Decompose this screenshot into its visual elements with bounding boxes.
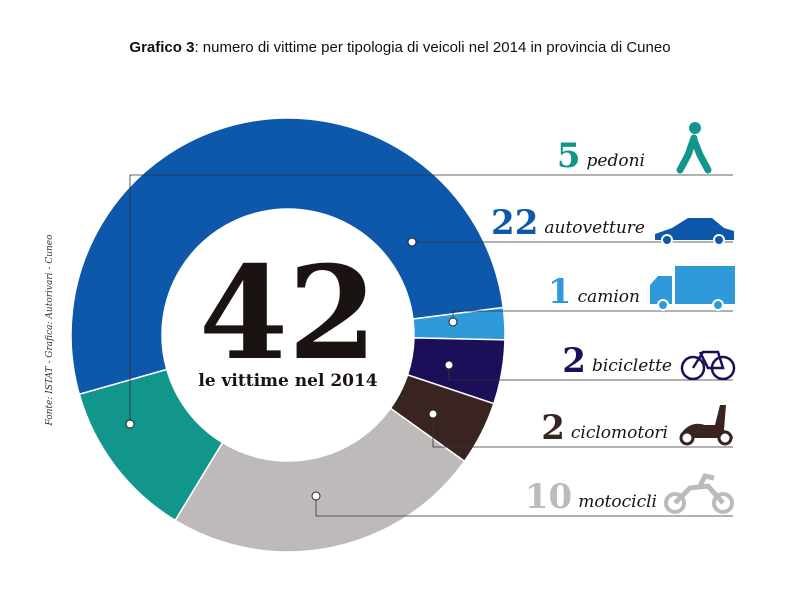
leader-line	[432, 414, 733, 448]
icon-part	[691, 350, 725, 370]
legend-label: biciclette	[592, 356, 672, 376]
leader-dot	[407, 237, 417, 247]
legend-value: 5	[557, 136, 581, 176]
icon-part	[650, 276, 672, 304]
icon-part	[689, 122, 701, 134]
legend-icon	[650, 266, 735, 311]
leader-line	[315, 496, 733, 517]
icon-part	[673, 473, 725, 505]
donut-hole	[162, 209, 414, 461]
legend-icon	[655, 218, 734, 246]
legend-icon	[676, 122, 712, 174]
legend-value: 2	[541, 408, 565, 448]
leader-dot	[428, 409, 438, 419]
leader-dot	[311, 491, 321, 501]
legend-icon	[664, 473, 734, 514]
icon-part	[680, 355, 706, 381]
leader-dot	[448, 317, 458, 327]
icon-part	[679, 430, 695, 446]
icon-part	[712, 299, 724, 311]
center-value: 42	[199, 239, 377, 389]
leader-dot	[125, 419, 135, 429]
leader-line	[448, 365, 733, 381]
title-label: Grafico 3	[129, 39, 194, 56]
icon-part	[713, 234, 725, 246]
legend-label: camion	[578, 287, 640, 307]
legend-label: pedoni	[587, 151, 645, 171]
icon-part	[717, 430, 733, 446]
legend-icon	[680, 350, 736, 381]
icon-part	[675, 266, 735, 304]
legend-label: ciclomotori	[571, 423, 668, 443]
icon-part	[690, 136, 712, 174]
chart-title: Grafico 3: numero di vittime per tipolog…	[129, 39, 670, 56]
leaders	[125, 174, 733, 517]
icon-part	[712, 492, 734, 514]
leader-dot	[444, 360, 454, 370]
legend-icon	[679, 405, 733, 446]
icon-part	[657, 299, 669, 311]
legend-label: motocicli	[578, 492, 657, 512]
icon-part	[664, 492, 686, 514]
icon-part	[655, 218, 734, 240]
legend-value: 22	[491, 203, 538, 243]
title-text: : numero di vittime per tipologia di vei…	[194, 39, 670, 56]
source: Fonte: ISTAT - Grafica: Autorivari - Cun…	[45, 234, 55, 427]
legend-label: autovetture	[544, 218, 645, 238]
legend-value: 1	[548, 272, 572, 312]
legend-value: 2	[562, 341, 586, 381]
legend-value: 10	[525, 477, 572, 517]
icon-part	[661, 234, 673, 246]
center-label: le vittime nel 2014	[198, 371, 377, 391]
leader-line	[129, 174, 733, 424]
icon-part	[680, 405, 733, 438]
